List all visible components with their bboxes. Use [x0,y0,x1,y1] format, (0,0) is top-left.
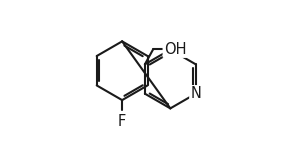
Text: N: N [190,86,201,101]
Text: F: F [118,114,126,129]
Text: OH: OH [164,42,186,57]
